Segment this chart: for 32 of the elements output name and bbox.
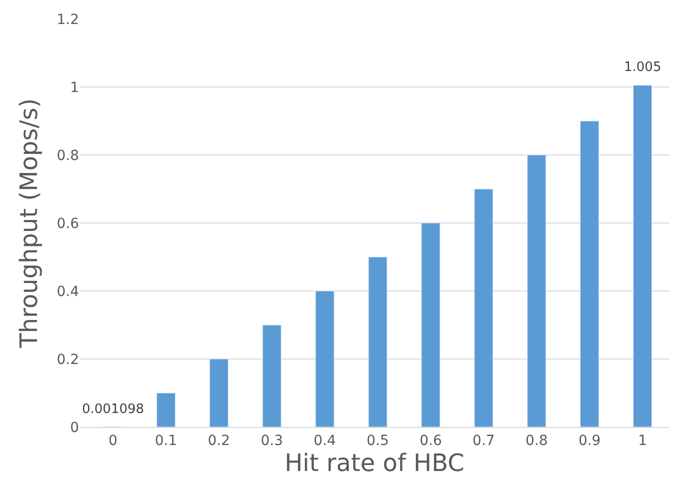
- bar: [474, 188, 494, 427]
- x-axis-title: Hit rate of HBC: [284, 448, 464, 477]
- data-label: 1.005: [624, 60, 662, 75]
- x-tick-label: 0.4: [314, 432, 336, 449]
- bar: [527, 154, 546, 427]
- data-label: 0.001098: [82, 402, 144, 417]
- y-tick-label: 0.4: [56, 284, 80, 300]
- x-tick-label: 1: [638, 432, 647, 449]
- x-tick-label: 0.7: [472, 432, 495, 449]
- x-tick-label: 0.8: [525, 432, 548, 449]
- x-tick-label: 0.1: [154, 432, 178, 449]
- x-tick-label: 0.2: [208, 432, 230, 449]
- bar: [633, 85, 652, 427]
- y-tick-label: 0.2: [56, 352, 79, 368]
- bar: [156, 392, 176, 427]
- bar: [315, 290, 334, 427]
- bar: [209, 358, 228, 427]
- x-tick-label: 0.5: [366, 432, 389, 449]
- y-tick-label: 1.2: [56, 12, 79, 28]
- y-axis-title: Throughput (Mops/s): [14, 98, 43, 349]
- y-tick-label: 0: [70, 420, 79, 436]
- bar: [421, 222, 440, 427]
- bar: [368, 256, 388, 427]
- x-tick-label: 0.3: [260, 432, 283, 449]
- bar: [580, 120, 600, 427]
- y-tick-label: 1: [70, 80, 79, 96]
- x-tick-label: 0.6: [420, 432, 442, 449]
- y-tick-label: 0.8: [56, 148, 79, 164]
- x-tick-label: 0: [108, 432, 118, 449]
- x-tick-label: 0.9: [578, 432, 601, 449]
- bar: [262, 324, 282, 427]
- y-tick-label: 0.6: [56, 216, 80, 232]
